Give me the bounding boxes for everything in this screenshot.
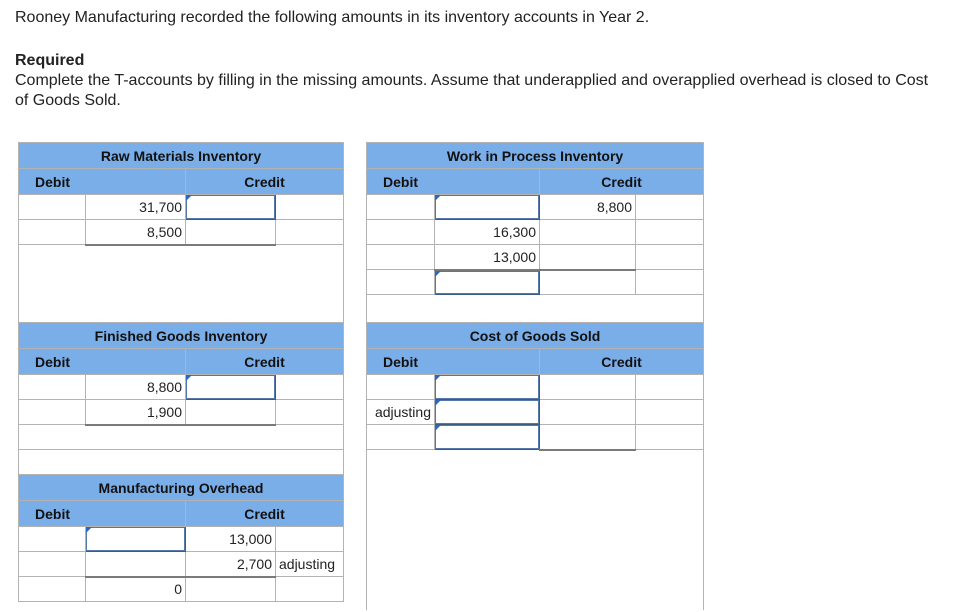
- cell: [18, 374, 86, 400]
- cell: [366, 269, 435, 295]
- work-in-process-debit-2: 16,300: [434, 219, 540, 245]
- manufacturing-overhead-credit-header: Credit: [184, 500, 345, 527]
- finished-goods-debit-1: 8,800: [85, 374, 186, 400]
- raw-materials-spacer: [17, 244, 345, 323]
- cell: [18, 219, 86, 245]
- cell: [539, 424, 636, 451]
- raw-materials-title: Raw Materials Inventory: [17, 142, 345, 169]
- work-in-process-debit-3: 13,000: [434, 244, 540, 271]
- manufacturing-overhead-adjusting-note: adjusting: [274, 551, 345, 577]
- cell: [18, 399, 86, 425]
- cogs-adjusting-label: adjusting: [366, 399, 435, 425]
- work-in-process-credit-header: Credit: [538, 168, 705, 195]
- cell: [634, 219, 705, 245]
- cell: [366, 374, 435, 400]
- cell: [274, 194, 345, 220]
- cell: [18, 576, 86, 602]
- raw-materials-credit-header: Credit: [184, 168, 345, 195]
- manufacturing-overhead-credit-1: 13,000: [185, 526, 276, 552]
- cell: [634, 194, 705, 220]
- finished-goods-spacer: [17, 449, 345, 475]
- cell: [18, 526, 86, 552]
- cell: [366, 244, 435, 270]
- cell: [18, 551, 86, 577]
- cogs-adjusting-input[interactable]: [434, 399, 540, 425]
- intro-text: Rooney Manufacturing recorded the follow…: [15, 9, 650, 26]
- manufacturing-overhead-debit-input[interactable]: [85, 526, 186, 552]
- cell: [539, 244, 636, 271]
- work-in-process-ending-input[interactable]: [434, 269, 540, 295]
- cell: [539, 374, 636, 400]
- finished-goods-title: Finished Goods Inventory: [17, 322, 345, 349]
- required-label: Required: [15, 52, 85, 69]
- cell: [634, 244, 705, 270]
- work-in-process-debit-header: Debit: [366, 168, 540, 195]
- cell: [634, 269, 705, 295]
- cogs-debit-header: Debit: [366, 348, 540, 375]
- cell: [274, 399, 345, 425]
- cell: [274, 374, 345, 400]
- cell: [185, 219, 276, 246]
- cell: [634, 424, 705, 450]
- work-in-process-credit-1: 8,800: [539, 194, 636, 220]
- cell: [274, 576, 345, 602]
- cell: [274, 526, 345, 552]
- right-accounts-table: Work in Process Inventory Debit Credit 8…: [365, 142, 705, 610]
- left-accounts-table: Raw Materials Inventory Debit Credit 31,…: [17, 142, 345, 602]
- raw-materials-debit-1: 31,700: [85, 194, 186, 220]
- cell: [539, 399, 636, 425]
- cogs-balance-input[interactable]: [434, 424, 540, 450]
- manufacturing-overhead-balance: 0: [85, 576, 186, 602]
- work-in-process-debit-input[interactable]: [434, 194, 540, 220]
- cogs-spacer: [365, 449, 705, 610]
- work-in-process-title: Work in Process Inventory: [365, 142, 705, 169]
- cell: [85, 551, 186, 578]
- cell: [366, 219, 435, 245]
- finished-goods-row: [17, 424, 345, 450]
- raw-materials-debit-2: 8,500: [85, 219, 186, 246]
- cell: [185, 399, 276, 426]
- raw-materials-debit-header: Debit: [18, 168, 186, 195]
- cell: [18, 194, 86, 220]
- cell: [634, 374, 705, 400]
- finished-goods-debit-2: 1,900: [85, 399, 186, 426]
- cell: [274, 219, 345, 245]
- manufacturing-overhead-credit-2: 2,700: [185, 551, 276, 578]
- work-in-process-spacer: [365, 294, 705, 323]
- instructions-text: Complete the T-accounts by filling in th…: [15, 72, 929, 109]
- manufacturing-overhead-title: Manufacturing Overhead: [17, 474, 345, 501]
- cell: [634, 399, 705, 425]
- manufacturing-overhead-debit-header: Debit: [18, 500, 186, 527]
- cogs-debit-input-1[interactable]: [434, 374, 540, 400]
- cell: [539, 269, 636, 295]
- cell: [185, 576, 276, 602]
- cogs-credit-header: Credit: [538, 348, 705, 375]
- cell: [366, 194, 435, 220]
- raw-materials-credit-input[interactable]: [185, 194, 276, 220]
- finished-goods-credit-input[interactable]: [185, 374, 276, 400]
- finished-goods-debit-header: Debit: [18, 348, 186, 375]
- finished-goods-credit-header: Credit: [184, 348, 345, 375]
- cell: [539, 219, 636, 245]
- cogs-title: Cost of Goods Sold: [365, 322, 705, 349]
- cell: [366, 424, 435, 450]
